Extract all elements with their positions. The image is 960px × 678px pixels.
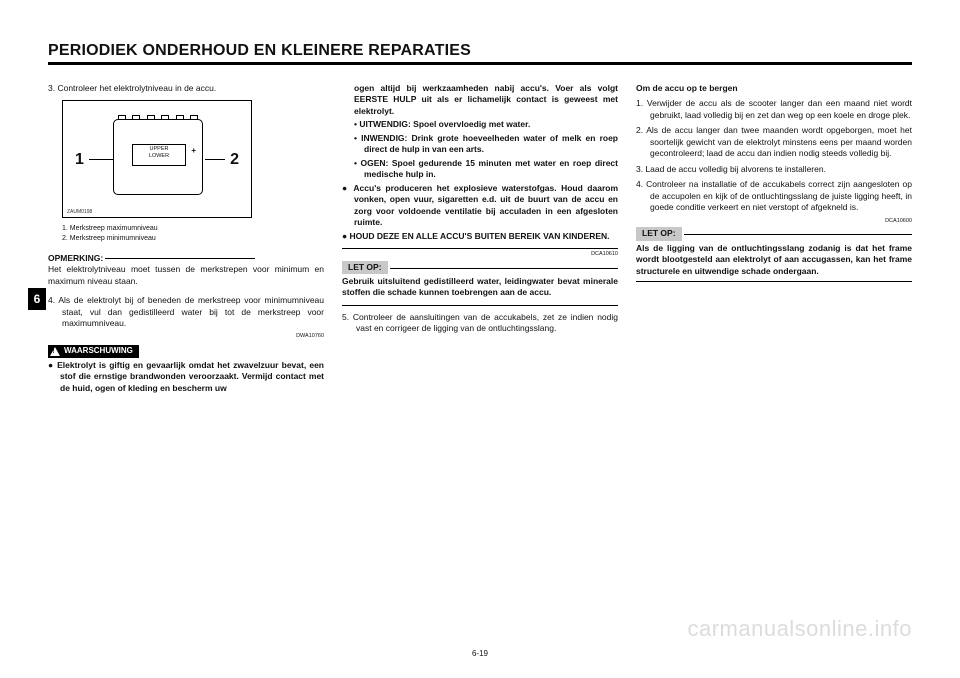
warning-label: WAARSCHUWING (64, 346, 133, 357)
watermark: carmanualsonline.info (687, 616, 912, 642)
step-3: 3. Controleer het elektrolytniveau in de… (48, 83, 324, 94)
warning-sub-ogen: • OGEN: Spoel gedurende 15 minuten met w… (342, 158, 618, 181)
caution-body-1: Gebruik uitsluitend gedistilleerd water,… (342, 276, 618, 299)
note-body: Het elektrolytniveau moet tussen de merk… (48, 264, 324, 287)
page-number: 6-19 (0, 649, 960, 658)
warning-bullet-1: ● Elektrolyt is giftig en gevaarlijk omd… (48, 360, 324, 394)
figure-callout-2: 2 (230, 149, 239, 171)
column-2: ogen altijd bij werkzaamheden nabij accu… (342, 83, 618, 396)
plus-icon: + (191, 146, 196, 157)
caution-code-1: DCA10610 (342, 251, 618, 258)
section-tab: 6 (28, 288, 46, 310)
page-title: PERIODIEK ONDERHOUD EN KLEINERE REPARATI… (48, 42, 912, 60)
storage-subhead: Om de accu op te bergen (636, 83, 912, 94)
column-3: Om de accu op te bergen 1. Verwijder de … (636, 83, 912, 396)
warning-bullet-3: ● HOUD DEZE EN ALLE ACCU'S BUITEN BEREIK… (342, 231, 618, 242)
figure-callout-1: 1 (75, 149, 84, 171)
step-4: 4. Als de elektrolyt bij of beneden de m… (48, 295, 324, 329)
column-1: 3. Controleer het elektrolytniveau in de… (48, 83, 324, 396)
storage-step-4: 4. Controleer na installatie of de accuk… (636, 179, 912, 213)
leader-line-1 (89, 159, 115, 160)
storage-step-3: 3. Laad de accu volledig bij alvorens te… (636, 164, 912, 175)
caution-code-2: DCA10600 (636, 218, 912, 225)
battery-icon: UPPER LOWER + (113, 119, 203, 195)
figure-caption: 1. Merkstreep maximumniveau 2. Merkstree… (62, 224, 324, 242)
warning-sub-uitwendig: • UITWENDIG: Spoel overvloedig met water… (342, 119, 618, 130)
warning-code: DWA10760 (48, 333, 324, 340)
storage-step-1: 1. Verwijder de accu als de scooter lang… (636, 98, 912, 121)
storage-step-2: 2. Als de accu langer dan twee maanden w… (636, 125, 912, 159)
note-heading-row: OPMERKING: (48, 253, 324, 264)
content-columns: 3. Controleer het elektrolytniveau in de… (48, 83, 912, 396)
caution-heading-1: LET OP: (342, 261, 388, 274)
warning-box: WAARSCHUWING (48, 345, 139, 358)
warning-cont: ogen altijd bij werkzaamheden nabij accu… (342, 83, 618, 117)
warning-sub-inwendig: • INWENDIG: Drink grote hoeveelheden wat… (342, 133, 618, 156)
leader-line-2 (205, 159, 225, 160)
caution-heading-row-2: LET OP: (636, 227, 912, 242)
warning-triangle-icon (50, 347, 60, 356)
step-5: 5. Controleer de aansluitingen van de ac… (342, 312, 618, 335)
figure-code: ZAUM0198 (67, 209, 92, 216)
caution-heading-row-1: LET OP: (342, 261, 618, 276)
battery-level-label: UPPER LOWER (132, 144, 186, 166)
caution-body-2: Als de ligging van de ontluchtingsslang … (636, 243, 912, 277)
title-area: PERIODIEK ONDERHOUD EN KLEINERE REPARATI… (48, 42, 912, 65)
caution-heading-2: LET OP: (636, 227, 682, 240)
battery-figure: 1 UPPER LOWER + 2 ZAUM0198 (62, 100, 252, 218)
note-heading: OPMERKING: (48, 253, 103, 263)
warning-bullet-2: ● Accu's produceren het explosieve water… (342, 183, 618, 229)
